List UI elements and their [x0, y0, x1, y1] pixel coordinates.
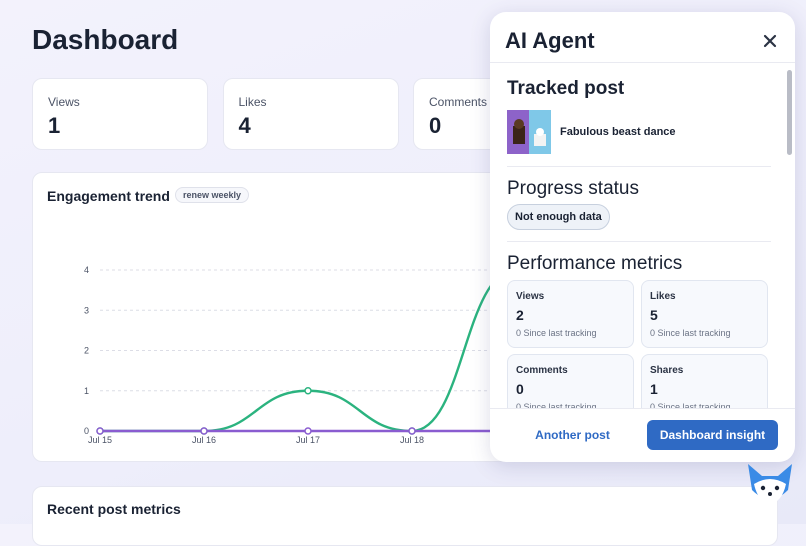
data-point	[304, 387, 312, 395]
status-pill: Not enough data	[507, 204, 610, 230]
mascot[interactable]	[744, 462, 796, 508]
post-thumbnail[interactable]	[507, 110, 551, 154]
stat-value: 4	[238, 113, 251, 138]
chart-title: Engagement trend	[47, 188, 170, 204]
metric-card: Likes 5 0 Since last tracking	[641, 280, 768, 348]
y-tick-label: 2	[84, 346, 89, 356]
metric-label: Shares	[650, 365, 684, 376]
metrics: Views 2 0 Since last tracking Likes 5 0 Since…	[490, 12, 795, 408]
y-tick-label: 1	[84, 386, 89, 396]
chart-card: Engagement trend renew weekly 0 1 2 3 4 Jul 1…	[32, 172, 532, 462]
metric-value: 1	[650, 381, 658, 397]
metric-value: 0	[516, 381, 524, 397]
metric-change: 0 Since last tracking	[650, 328, 731, 338]
chart: 0 1 2 3 4 Jul 15 Jul 16 Jul 17 Jul 18	[84, 265, 531, 445]
data-point	[304, 427, 312, 435]
stat-value: 0	[429, 113, 442, 138]
divider	[507, 166, 771, 167]
metric-card: Views 2 0 Since last tracking	[507, 280, 634, 348]
another-post-button[interactable]: Another post	[535, 428, 610, 442]
dashboard-insight-button[interactable]: Dashboard insight	[647, 420, 778, 450]
page-title: Dashboard	[32, 24, 179, 55]
x-tick-label: Jul 18	[400, 435, 424, 445]
y-tick-label: 4	[84, 265, 89, 275]
stat-label: Comments	[429, 95, 488, 109]
x-tick-label: Jul 17	[296, 435, 320, 445]
divider	[507, 241, 771, 242]
section-title: Performance metrics	[507, 253, 683, 274]
section-title: Tracked post	[507, 78, 625, 99]
x-tick-label: Jul 15	[88, 435, 112, 445]
metric-label: Likes	[650, 291, 676, 302]
close-button[interactable]	[763, 34, 777, 48]
badge: renew weekly	[175, 187, 250, 203]
stat-value: 1	[48, 113, 61, 138]
agent-panel: AI Agent Tracked post Fabulous beast dan…	[490, 12, 795, 462]
scrollbar[interactable]	[787, 70, 792, 155]
stat-label: Likes	[238, 95, 267, 109]
data-point	[200, 427, 208, 435]
metric-label: Comments	[516, 365, 568, 376]
stat-card: Views 1	[32, 78, 208, 150]
y-tick-label: 3	[84, 305, 89, 315]
metric-value: 5	[650, 307, 658, 323]
metric-card: Comments 0 0 Since last tracking	[507, 354, 634, 408]
metric-card: Shares 1 0 Since last tracking	[641, 354, 768, 408]
metric-change: 0 Since last tracking	[516, 402, 597, 408]
divider	[490, 62, 795, 63]
metric-change: 0 Since last tracking	[650, 402, 731, 408]
recent-card: Recent post metrics	[32, 486, 778, 546]
metric-change: 0 Since last tracking	[516, 328, 597, 338]
agent-title: AI Agent	[505, 28, 595, 53]
y-tick-label: 0	[84, 426, 89, 436]
section-title: Progress status	[507, 178, 639, 199]
data-point	[408, 427, 416, 435]
metric-label: Views	[516, 291, 545, 302]
metric-value: 2	[516, 307, 524, 323]
data-point	[96, 427, 104, 435]
x-tick-label: Jul 16	[192, 435, 216, 445]
recent-title: Recent post metrics	[47, 501, 181, 517]
post-name: Fabulous beast dance	[560, 126, 676, 138]
divider	[490, 408, 795, 409]
stat-label: Views	[48, 95, 80, 109]
stat-card: Likes 4	[222, 78, 399, 150]
